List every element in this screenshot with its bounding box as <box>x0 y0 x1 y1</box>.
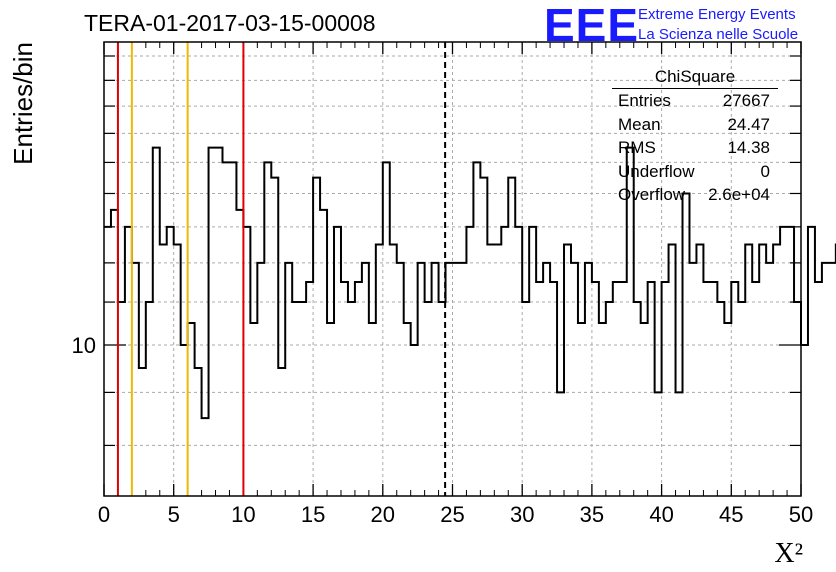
run-title: TERA-01-2017-03-15-00008 <box>84 10 376 36</box>
plot-frame <box>103 41 802 497</box>
x-tick-label: 45 <box>719 502 743 527</box>
stats-row: Mean 24.47 <box>612 113 778 137</box>
y-tick-label: 10 <box>72 333 96 358</box>
logo-line-1: Extreme Energy Events <box>638 6 796 23</box>
stats-value: 24.47 <box>727 114 770 134</box>
stats-key: RMS <box>618 138 656 157</box>
x-tick-label: 25 <box>440 502 464 527</box>
stats-box: ChiSquare Entries 27667 Mean 24.47 RMS 1… <box>612 66 778 207</box>
y-axis-title: Entries/bin <box>8 42 38 165</box>
stats-row: Entries 27667 <box>612 89 778 113</box>
x-tick-label: 40 <box>649 502 673 527</box>
stats-key: Underflow <box>618 161 695 181</box>
x-tick-label: 5 <box>168 502 180 527</box>
stats-title: ChiSquare <box>612 66 778 89</box>
histogram-series <box>104 146 836 420</box>
x-tick-label: 0 <box>98 502 110 527</box>
x-tick-label: 35 <box>580 502 604 527</box>
stats-key: Mean <box>618 114 661 134</box>
stats-row: Overflow 2.6e+04 <box>612 183 778 207</box>
stats-value: 0 <box>760 161 770 181</box>
stats-key: Entries <box>618 91 671 110</box>
x-tick-label: 50 <box>789 502 813 527</box>
stats-value: 14.38 <box>727 138 770 157</box>
stats-row: Underflow 0 <box>612 160 778 184</box>
logo-line-2: La Scienza nelle Scuole <box>638 26 799 43</box>
logo-mark: EEE <box>544 0 640 51</box>
x-tick-label: 10 <box>231 502 255 527</box>
stats-value: 2.6e+04 <box>708 185 770 204</box>
stats-key: Overflow <box>618 185 686 204</box>
x-tick-label: 20 <box>371 502 395 527</box>
x-tick-label: 15 <box>301 502 325 527</box>
stats-row: RMS 14.38 <box>612 136 778 160</box>
stats-value: 27667 <box>722 91 770 110</box>
x-tick-label: 30 <box>510 502 534 527</box>
x-axis-title: X² <box>774 538 803 569</box>
